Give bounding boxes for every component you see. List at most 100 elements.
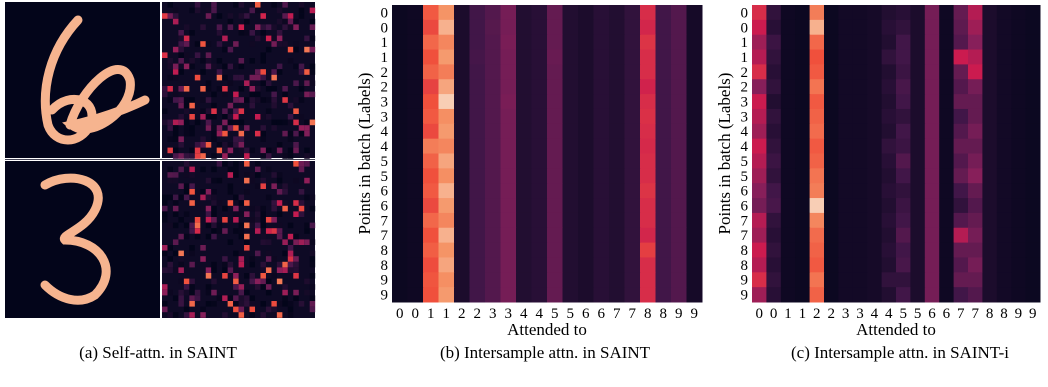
attention-pixel [271,2,277,8]
heatmap-cell [594,287,610,302]
heatmap-cell [997,287,1012,302]
attention-pixel [239,195,245,201]
heatmap-cell [501,154,517,169]
attention-pixel [222,295,228,301]
attention-pixel [206,206,212,212]
attention-pixel [222,267,228,273]
row-label: 5 [741,154,749,170]
attention-pixel [282,251,288,257]
attention-pixel [266,195,272,201]
heatmap-cell [547,124,563,139]
heatmap-cell [547,257,563,272]
attention-pixel [255,114,260,120]
attention-pixel [173,153,179,159]
attention-pixel [260,97,266,103]
attention-pixel [206,234,212,240]
heatmap-cell [687,243,703,258]
attention-pixel [162,217,168,223]
attention-pixel [211,279,217,285]
attention-pixel [206,58,212,64]
attention-pixel [266,251,272,257]
attention-pixel [233,228,239,234]
heatmap-cell [766,243,781,258]
heatmap-cell [968,243,983,258]
heatmap-cell [939,5,954,20]
heatmap-cell [516,198,532,213]
heatmap-cell [671,35,687,50]
heatmap-cell [578,109,594,124]
heatmap-cell [982,168,997,183]
attention-pixel [173,211,179,217]
heatmap-cell [824,272,839,287]
attention-pixel [162,307,168,313]
heatmap-cell [853,228,868,243]
heatmap-cell [795,287,810,302]
attention-pixel [255,36,260,42]
heatmap-cell [1026,94,1041,109]
heatmap-cell [656,94,672,109]
heatmap-cell [1026,5,1041,20]
attention-pixel [310,80,316,86]
attention-pixel [310,69,316,75]
heatmap-cell [910,20,925,35]
heatmap-cell [594,228,610,243]
heatmap-cell [656,168,672,183]
heatmap-cell [910,5,925,20]
attention-pixel [228,114,234,120]
heatmap-cell [766,94,781,109]
attention-pixel [228,103,234,109]
heatmap-cell [687,50,703,65]
heatmap-cell [516,94,532,109]
heatmap-cell [516,79,532,94]
heatmap-cell [485,272,501,287]
attention-pixel [304,69,310,75]
attention-pixel [162,108,168,114]
row-label: 9 [381,288,389,304]
heatmap-cell [1026,287,1041,302]
heatmap-cell [968,287,983,302]
heatmap-cell [838,257,853,272]
attention-pixel [217,142,223,148]
heatmap-cell [925,198,940,213]
heatmap-cell [1026,50,1041,65]
attention-pixel [184,290,190,296]
heatmap-cell [954,213,969,228]
attention-pixel [217,161,223,167]
heatmap-cell [853,20,868,35]
heatmap-cell [609,20,625,35]
heatmap-cell [939,228,954,243]
attention-pixel [200,69,206,75]
heatmap-cell [925,64,940,79]
attention-pixel [260,125,266,131]
heatmap-cell [896,124,911,139]
heatmap-cell [997,228,1012,243]
attention-pixel [211,178,217,184]
heatmap-cell [392,243,408,258]
heatmap-cell [810,79,825,94]
attention-pixel [255,228,260,234]
heatmap-cell [896,154,911,169]
attention-pixel [217,58,223,64]
attention-pixel [189,312,195,318]
heatmap-cell [640,183,656,198]
heatmap-cell [910,94,925,109]
heatmap-cell [939,94,954,109]
attention-pixel [189,167,195,173]
attention-pixel [299,2,305,8]
row-label: 6 [741,198,749,214]
attention-pixel [277,279,283,285]
caption: (a) Self-attn. in SAINT [79,343,237,362]
heatmap-cell [882,20,897,35]
attention-pixel [244,30,250,36]
heatmap-cell [470,228,486,243]
heatmap-cell [423,64,439,79]
heatmap-cell [925,94,940,109]
attention-pixel [184,97,190,103]
heatmap-cell [939,139,954,154]
heatmap-cell [532,287,548,302]
attention-pixel [233,64,239,70]
heatmap-cell [1011,109,1026,124]
attention-pixel [233,195,239,201]
attention-pixel [239,108,245,114]
heatmap-cell [968,168,983,183]
